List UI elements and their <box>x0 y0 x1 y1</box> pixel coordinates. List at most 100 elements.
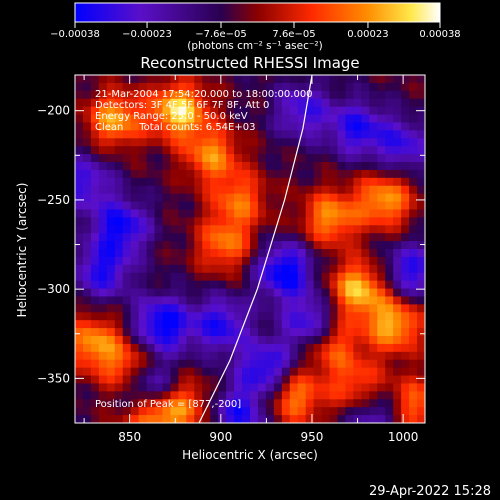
heatmap-cell <box>186 154 195 163</box>
heatmap-cell <box>393 288 402 298</box>
heatmap-cell <box>210 399 219 408</box>
heatmap-cell <box>210 162 219 171</box>
heatmap-cell <box>409 90 418 100</box>
heatmap-cell <box>257 82 267 92</box>
heatmap-cell <box>234 328 243 337</box>
heatmap-cell <box>377 312 386 321</box>
heatmap-cell <box>401 264 410 274</box>
heatmap-cell <box>170 272 179 282</box>
heatmap-cell <box>218 272 227 282</box>
heatmap-cell <box>273 233 283 242</box>
heatmap-cell <box>226 146 235 155</box>
heatmap-cell <box>170 217 179 226</box>
heatmap-cell <box>75 114 84 124</box>
heatmap-cell <box>329 233 339 242</box>
heatmap-cell <box>321 296 331 305</box>
heatmap-cell <box>417 98 425 108</box>
heatmap-cell <box>138 82 148 92</box>
heatmap-cell <box>154 98 164 108</box>
heatmap-cell <box>194 98 203 108</box>
heatmap-cell <box>146 288 156 298</box>
heatmap-cell <box>345 209 354 218</box>
heatmap-cell <box>313 320 323 329</box>
heatmap-cell <box>265 249 275 258</box>
heatmap-cell <box>305 399 315 408</box>
heatmap-cell <box>401 343 410 353</box>
heatmap-cell <box>75 209 84 218</box>
heatmap-cell <box>265 185 275 195</box>
heatmap-cell <box>202 304 211 313</box>
heatmap-cell <box>273 343 283 353</box>
heatmap-cell <box>226 209 235 218</box>
heatmap-cell <box>234 264 243 274</box>
heatmap-cell <box>226 359 235 369</box>
heatmap-cell <box>281 114 291 124</box>
heatmap-cell <box>82 185 92 195</box>
heatmap-cell <box>146 106 156 116</box>
heatmap-cell <box>337 209 347 218</box>
heatmap-cell <box>162 146 172 155</box>
colorbar-tick-label: 7.6e−05 <box>272 29 315 40</box>
heatmap-cell <box>337 391 347 400</box>
heatmap-cell <box>138 177 148 187</box>
heatmap-cell <box>337 399 347 408</box>
heatmap-cell <box>122 209 132 218</box>
heatmap-cell <box>218 98 227 108</box>
heatmap-cell <box>265 343 275 353</box>
heatmap-cell <box>122 98 132 108</box>
heatmap-cell <box>194 343 203 353</box>
heatmap-cell <box>393 304 402 313</box>
heatmap-cell <box>305 233 315 242</box>
heatmap-cell <box>313 217 323 226</box>
heatmap-cell <box>250 391 259 400</box>
heatmap-cell <box>90 114 100 124</box>
heatmap-cell <box>114 138 124 147</box>
heatmap-cell <box>106 75 116 84</box>
heatmap-cell <box>202 272 211 282</box>
heatmap-cell <box>337 169 347 179</box>
heatmap-cell <box>90 82 100 92</box>
heatmap-cell <box>337 343 347 353</box>
heatmap-cell <box>122 225 132 234</box>
heatmap-cell <box>337 249 347 258</box>
heatmap-cell <box>226 280 235 290</box>
heatmap-cell <box>281 98 291 108</box>
heatmap-cell <box>218 130 227 139</box>
heatmap-cell <box>106 280 116 290</box>
heatmap-cell <box>345 351 354 361</box>
heatmap-cell <box>273 201 283 211</box>
heatmap-cell <box>90 217 100 226</box>
heatmap-cell <box>313 169 323 179</box>
heatmap-cell <box>218 256 227 266</box>
heatmap-cell <box>138 399 148 408</box>
heatmap-cell <box>210 130 219 139</box>
heatmap-cell <box>257 225 267 234</box>
heatmap-cell <box>138 130 148 139</box>
heatmap-cell <box>289 106 299 116</box>
heatmap-cell <box>321 367 331 377</box>
heatmap-cell <box>170 351 179 361</box>
heatmap-cell <box>250 217 259 226</box>
heatmap-cell <box>401 383 410 392</box>
heatmap-cell <box>369 336 378 345</box>
heatmap-cell <box>393 114 402 124</box>
heatmap-cell <box>401 209 410 218</box>
heatmap-cell <box>385 154 394 163</box>
heatmap-cell <box>401 336 410 345</box>
heatmap-cell <box>385 201 394 211</box>
heatmap-cell <box>154 391 164 400</box>
heatmap-cell <box>393 399 402 408</box>
heatmap-cell <box>321 146 331 155</box>
heatmap-cell <box>250 296 259 305</box>
heatmap-cell <box>329 75 339 84</box>
heatmap-cell <box>90 328 100 337</box>
heatmap-cell <box>178 209 187 218</box>
heatmap-cell <box>218 399 227 408</box>
heatmap-cell <box>146 359 156 369</box>
heatmap-cell <box>130 241 140 250</box>
heatmap-cell <box>313 241 323 250</box>
heatmap-cell <box>170 256 179 266</box>
annotation-block: 21-Mar-2004 17:54:20.000 to 18:00:00.000… <box>95 89 313 410</box>
heatmap-cell <box>353 138 362 147</box>
heatmap-cell <box>154 256 164 266</box>
